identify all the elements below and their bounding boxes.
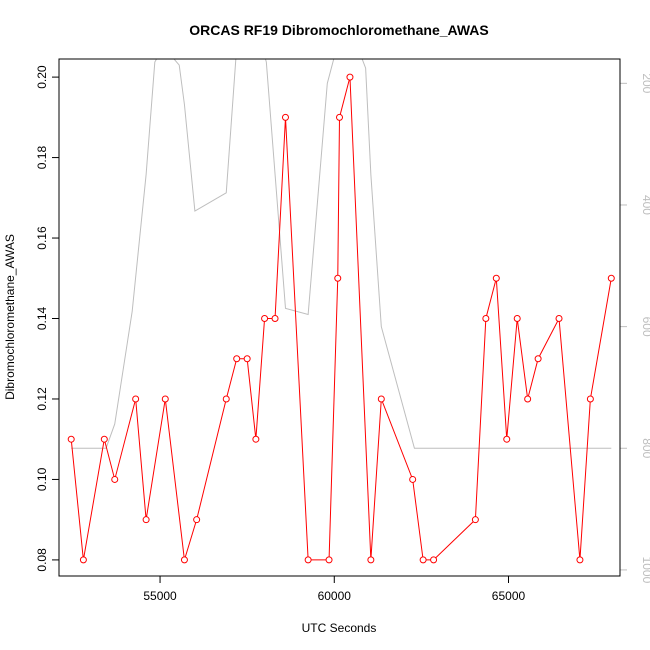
data-point (271, 315, 279, 323)
y2-tick-label: 600 (640, 317, 650, 337)
plot-frame (58, 58, 621, 577)
primary-series (67, 73, 615, 564)
data-point (419, 556, 427, 564)
plot-area: 55000 60000 65000 0.08 0.10 0.12 0.14 0.16 0.18 0… (35, 59, 650, 603)
data-point (222, 395, 230, 403)
y-tick-label: 0.16 (35, 226, 49, 250)
data-point (336, 113, 343, 121)
data-point (409, 475, 417, 483)
data-point (111, 475, 119, 483)
data-point (513, 315, 521, 323)
y2-tick-label: 400 (640, 195, 650, 215)
y-tick-label: 0.12 (35, 387, 49, 411)
data-point (161, 395, 169, 403)
x-axis-label: UTC Seconds (302, 621, 377, 635)
data-point (492, 274, 500, 282)
y-tick-label: 0.10 (35, 467, 49, 491)
data-point (261, 315, 269, 323)
data-point (377, 395, 385, 403)
x-tick-label: 55000 (143, 589, 177, 603)
y2-tick-label: 800 (640, 438, 650, 458)
y2-tick-label: 200 (640, 73, 650, 93)
y-tick-label: 0.18 (35, 146, 49, 170)
data-point (576, 556, 584, 564)
y-axis-label: Dibromochloromethane_AWAS (3, 234, 17, 400)
y-tick-label: 0.08 (35, 548, 49, 572)
data-point (180, 556, 188, 564)
data-point (586, 395, 594, 403)
x-tick-label: 65000 (492, 589, 526, 603)
data-point (281, 113, 289, 121)
data-point (334, 274, 342, 282)
secondary-series-line (71, 59, 612, 449)
data-point (524, 395, 532, 403)
data-point (100, 435, 108, 443)
data-point (482, 315, 490, 323)
data-point (325, 556, 333, 564)
data-point (534, 355, 542, 363)
primary-series-line (70, 76, 612, 561)
data-point (132, 395, 140, 403)
data-point (142, 516, 150, 524)
secondary-series (71, 59, 612, 449)
x-tick-label: 60000 (318, 589, 352, 603)
data-point (233, 355, 241, 363)
data-point (430, 556, 438, 564)
data-point (607, 274, 615, 282)
data-point (193, 516, 201, 524)
data-point (367, 556, 375, 564)
y2-tick-label: 1000 (640, 557, 650, 584)
data-point (79, 556, 87, 564)
data-point (243, 355, 251, 363)
data-point (555, 315, 563, 323)
chart-title: ORCAS RF19 Dibromochloromethane_AWAS (189, 22, 489, 38)
data-point (252, 435, 260, 443)
y-tick-label: 0.14 (35, 307, 49, 331)
y-tick-label: 0.20 (35, 65, 49, 89)
data-point (304, 556, 312, 564)
data-point (503, 435, 511, 443)
data-point (471, 516, 479, 524)
data-point (67, 435, 75, 443)
data-point (346, 73, 354, 81)
